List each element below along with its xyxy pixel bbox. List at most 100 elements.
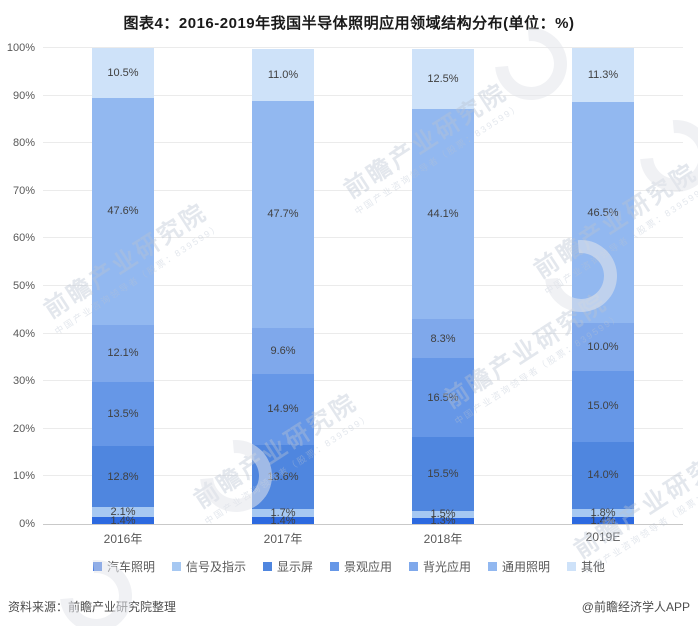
segment-value-label: 2.1% (110, 506, 136, 519)
x-axis-category-label: 2016年 (103, 532, 143, 546)
gridline (43, 237, 683, 239)
legend-item: 背光应用 (409, 558, 471, 575)
segment-value-label: 14.9% (267, 403, 299, 416)
segment-value-label: 13.6% (267, 470, 299, 483)
gridline (43, 189, 683, 191)
legend-swatch (409, 562, 418, 571)
y-axis-tick-label: 100% (6, 42, 35, 54)
bar-segment: 12.5% (412, 49, 474, 109)
x-axis-category-label: 2017年 (263, 532, 303, 546)
segment-value-label: 44.1% (427, 207, 459, 220)
segment-value-label: 46.5% (587, 206, 619, 219)
legend-swatch (567, 562, 577, 571)
legend-label: 背光应用 (423, 560, 472, 574)
bar-column: 1.3% 1.5% 15.5% 16.5% 8.3% 44.1% 12.5% (412, 49, 474, 527)
legend-swatch (329, 562, 339, 571)
legend-label: 通用照明 (502, 560, 551, 574)
y-axis-tick-label: 80% (12, 137, 35, 150)
bar-segment: 2.1% (92, 506, 154, 519)
segment-value-label: 11.3% (587, 68, 619, 81)
bar-segment: 8.3% (412, 318, 474, 359)
segment-value-label: 1.4% (590, 514, 616, 527)
y-axis-tick-label: 70% (12, 184, 35, 197)
gridline (43, 524, 683, 525)
legend-swatch (488, 562, 498, 571)
segment-value-label: 12.5% (427, 73, 459, 86)
footer-source: 资料来源：前瞻产业研究院整理 (8, 600, 177, 614)
y-axis-tick-label: 50% (12, 280, 35, 292)
bar-segment: 47.6% (92, 98, 154, 325)
bar-segment: 46.5% (572, 101, 634, 324)
segment-value-label: 14.0% (587, 469, 619, 482)
bar-column: 1.4% 1.8% 14.0% 15.0% 10.0% 46.5% 11.3% (572, 48, 634, 527)
y-axis-tick-label: 90% (12, 89, 35, 102)
legend-item: 信号及指示 (171, 558, 246, 575)
y-axis-tick-label: 60% (12, 232, 35, 245)
bar-segment: 13.6% (252, 444, 314, 510)
bar-segment: 11.0% (252, 48, 314, 101)
segment-value-label: 1.4% (110, 514, 136, 527)
segment-value-label: 10.5% (107, 67, 139, 80)
legend-swatch (171, 562, 181, 571)
bar-segment: 15.0% (572, 370, 634, 443)
y-axis-tick-label: 40% (12, 327, 35, 340)
legend: 汽车照明 信号及指示 显示屏 景观应用 背光应用 通用照明 其他 (0, 558, 698, 575)
gridline (43, 47, 683, 48)
segment-value-label: 12.1% (107, 347, 139, 360)
legend-label: 显示屏 (276, 560, 313, 574)
y-axis-tick-label: 0% (19, 518, 35, 530)
bar-segment: 14.9% (252, 373, 314, 445)
gridline (43, 332, 683, 334)
legend-swatch (92, 562, 102, 571)
bar-segment: 1.7% (252, 507, 314, 519)
segment-value-label: 15.0% (587, 400, 619, 413)
bar-segment: 15.5% (412, 436, 474, 511)
legend-item: 其他 (567, 558, 605, 575)
segment-value-label: 13.5% (107, 408, 139, 421)
segment-value-label: 1.8% (590, 507, 616, 520)
legend-label: 景观应用 (343, 560, 392, 574)
x-axis-category-label: 2018年 (423, 532, 463, 546)
bar-segment: 13.5% (92, 382, 154, 447)
segment-value-label: 9.6% (270, 344, 296, 357)
bar-column: 1.4% 2.1% 12.8% 13.5% 12.1% 47.6% 10.5% (92, 48, 154, 527)
segment-value-label: 12.8% (107, 470, 139, 483)
segment-value-label: 1.5% (430, 508, 456, 521)
legend-item: 通用照明 (488, 558, 550, 575)
legend-label: 信号及指示 (185, 560, 246, 574)
legend-swatch (262, 562, 272, 571)
bar-segment: 10.5% (92, 48, 154, 99)
gridline (43, 380, 683, 382)
gridline (43, 285, 683, 286)
bar-segment: 16.5% (412, 358, 474, 437)
gridline (43, 142, 683, 144)
segment-value-label: 1.4% (270, 514, 296, 527)
bar-segment: 47.7% (252, 100, 314, 328)
bar-segment: 14.0% (572, 442, 634, 509)
segment-value-label: 8.3% (430, 332, 456, 345)
legend-label: 汽车照明 (106, 560, 155, 574)
y-axis-tick-label: 10% (12, 470, 35, 483)
segment-value-label: 10.0% (587, 340, 619, 353)
bar-segment: 1.4% (572, 514, 634, 527)
gridline (43, 427, 683, 429)
legend-item: 显示屏 (262, 558, 313, 575)
y-axis-tick-label: 30% (12, 375, 35, 388)
legend-item: 景观应用 (329, 558, 392, 575)
bar-column: 1.4% 1.7% 13.6% 14.9% 9.6% 47.7% 11.0% (252, 48, 314, 527)
y-axis-tick-label: 20% (12, 422, 35, 435)
bar-segment: 12.1% (92, 324, 154, 383)
bar-segment: 1.5% (412, 508, 474, 521)
x-axis-category-label: 2019E (585, 530, 621, 544)
bar-segment: 12.8% (92, 446, 154, 508)
gridline (43, 94, 683, 96)
x-axis: 2016年 2017年 2018年 2019E (43, 530, 683, 548)
segment-value-label: 11.0% (267, 68, 299, 81)
bar-segment: 1.4% (92, 514, 154, 527)
segment-value-label: 47.7% (267, 208, 299, 221)
bar-segment: 1.4% (252, 514, 314, 527)
footer-credit: @前瞻经济学人APP (581, 600, 690, 614)
bar-segment: 9.6% (252, 327, 314, 374)
plot-area: 1.4% 2.1% 12.8% 13.5% 12.1% 47.6% 10.5% 1.4% 1.7… (43, 47, 683, 527)
